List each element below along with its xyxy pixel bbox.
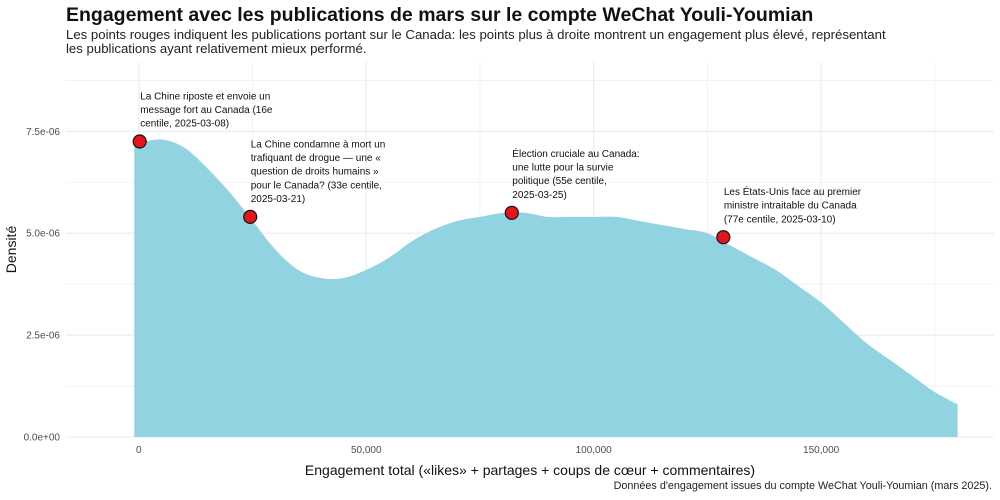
canada-post-point xyxy=(132,134,147,149)
y-tick-label: 5.0e-06 xyxy=(26,229,60,240)
chart-title: Engagement avec les publications de mars… xyxy=(66,4,814,26)
x-tick-label: 50,000 xyxy=(351,445,382,456)
point-annotations: La Chine riposte et envoie un message for… xyxy=(140,91,862,225)
y-tick-label: 0.0e+00 xyxy=(24,433,61,444)
y-tick-label: 7.5e-06 xyxy=(26,127,60,138)
point-annotation: La Chine condamne à mort un trafiquant de… xyxy=(251,139,386,204)
y-tick-label: 2.5e-06 xyxy=(26,331,60,342)
y-axis-title: Densité xyxy=(3,226,19,274)
x-tick-label: 150,000 xyxy=(803,445,840,456)
canada-post-point xyxy=(243,209,258,224)
axes: Engagement total («likes» + partages + c… xyxy=(3,127,840,478)
canada-points xyxy=(132,134,731,245)
point-annotation: Élection cruciale au Canada: une lutte po… xyxy=(512,147,639,201)
point-annotation: Les États-Unis face au premier ministre i… xyxy=(724,185,862,225)
chart-subtitle: Les points rouges indiquent les publicat… xyxy=(66,27,886,56)
density-area-layer xyxy=(134,139,958,437)
point-annotation: La Chine riposte et envoie un message for… xyxy=(140,91,273,129)
x-tick-label: 100,000 xyxy=(576,445,613,456)
canada-post-point xyxy=(504,205,519,220)
density-area xyxy=(134,139,958,437)
x-axis-title: Engagement total («likes» + partages + c… xyxy=(305,462,755,478)
canada-post-point xyxy=(716,230,731,245)
chart-caption: Données d'engagement issues du compte We… xyxy=(613,480,992,492)
x-tick-label: 0 xyxy=(136,445,142,456)
